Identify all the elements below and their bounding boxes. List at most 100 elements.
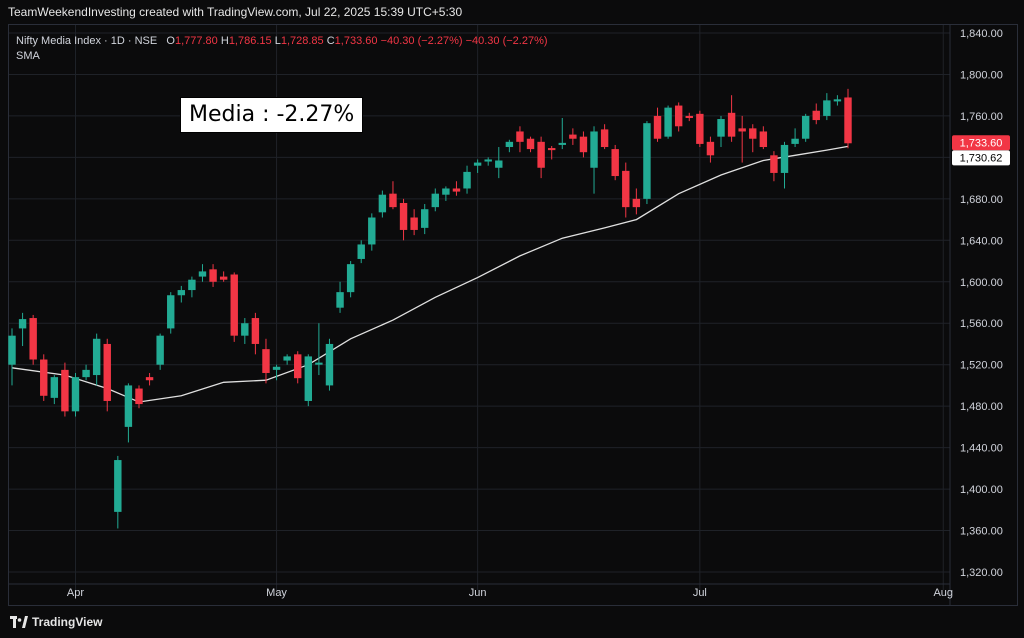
- candle: [801, 113, 810, 142]
- candle: [8, 328, 16, 386]
- candle-body: [526, 138, 535, 150]
- candle: [611, 144, 619, 181]
- candles-layer: [8, 88, 852, 529]
- candle-body: [71, 377, 80, 412]
- indicator-row[interactable]: SMA: [16, 49, 548, 64]
- candle-body: [516, 131, 524, 142]
- candle-body: [145, 377, 154, 381]
- candle: [622, 162, 630, 218]
- candle: [431, 188, 439, 212]
- candle: [71, 372, 80, 417]
- candle: [473, 159, 482, 173]
- candle: [114, 455, 122, 529]
- candle-body: [674, 105, 683, 127]
- candle-body: [770, 155, 778, 173]
- candle-body: [188, 279, 196, 291]
- candle-body: [272, 366, 281, 370]
- change-value: −40.30 (−2.27%): [380, 35, 463, 47]
- candle: [262, 338, 270, 384]
- candle-body: [262, 349, 270, 373]
- candle-body: [241, 323, 249, 336]
- price-axis: 1,320.00 1,360.00 1,400.00 1,440.00 1,480.00…: [960, 28, 1003, 579]
- candle: [167, 292, 175, 334]
- candle-body: [780, 144, 789, 173]
- candle-body: [473, 162, 482, 166]
- candle: [40, 354, 48, 401]
- candle-body: [844, 97, 852, 144]
- candle-body: [812, 110, 820, 121]
- candle: [833, 95, 842, 106]
- ohlc-row: Nifty Media Index · 1D · NSE O1,777.80 H…: [16, 34, 548, 49]
- candle-body: [410, 217, 418, 230]
- candle-body: [590, 131, 598, 168]
- candle: [844, 88, 852, 149]
- candle: [812, 103, 820, 125]
- candle: [92, 333, 101, 386]
- candle: [283, 354, 291, 365]
- candle-body: [600, 129, 609, 148]
- candle-body: [579, 136, 588, 153]
- candle-body: [547, 148, 556, 151]
- candle-body: [653, 115, 662, 139]
- candle-body: [304, 356, 313, 401]
- candle-body: [727, 112, 736, 137]
- candle-body: [505, 141, 514, 148]
- tradingview-logo-icon: [10, 616, 28, 628]
- candle: [685, 112, 693, 122]
- candle-body: [378, 194, 387, 213]
- candle-body: [569, 134, 577, 139]
- candle: [82, 364, 90, 381]
- sma-indicator-label[interactable]: SMA: [16, 50, 40, 62]
- y-tick-label: 1,600.00: [960, 277, 1003, 289]
- candle-body: [325, 343, 334, 386]
- candle: [674, 102, 683, 132]
- y-tick-label: 1,680.00: [960, 194, 1003, 206]
- y-tick-label: 1,560.00: [960, 318, 1003, 330]
- candle-body: [738, 128, 746, 132]
- candle-body: [389, 193, 397, 208]
- candle: [727, 95, 736, 142]
- candle-body: [167, 295, 175, 329]
- candle: [145, 372, 154, 386]
- candle: [294, 351, 302, 384]
- y-tick-label: 1,840.00: [960, 28, 1003, 40]
- legend: Nifty Media Index · 1D · NSE O1,777.80 H…: [16, 34, 548, 64]
- candle-body: [759, 131, 768, 148]
- candle-body: [421, 209, 429, 228]
- y-tick-label: 1,640.00: [960, 235, 1003, 247]
- candle: [759, 126, 768, 150]
- candle: [780, 141, 789, 189]
- candle: [717, 115, 725, 148]
- annotation-text-box[interactable]: Media : -2.27%: [180, 97, 364, 133]
- candle: [399, 198, 408, 241]
- price-badges: 1,733.60 1,730.62: [952, 135, 1010, 166]
- candle-body: [495, 160, 503, 168]
- candle: [156, 333, 164, 370]
- candle: [558, 117, 566, 150]
- candle-body: [209, 269, 217, 282]
- candle-body: [283, 356, 291, 361]
- candle: [357, 240, 365, 264]
- candle: [664, 105, 672, 139]
- candle-body: [484, 159, 492, 162]
- x-tick-label: Aug: [933, 587, 953, 599]
- last-price-badge: [952, 135, 1010, 151]
- candle: [378, 190, 387, 218]
- candle: [410, 209, 418, 236]
- candle: [198, 264, 207, 282]
- candle: [791, 128, 799, 148]
- candle: [50, 375, 59, 405]
- x-tick-label: Apr: [67, 587, 84, 599]
- candle: [749, 124, 757, 153]
- candle: [219, 271, 228, 282]
- candle-body: [156, 335, 164, 365]
- candle: [770, 151, 778, 182]
- candle-body: [114, 460, 122, 512]
- candle: [569, 128, 577, 145]
- candle: [579, 131, 588, 158]
- candle: [346, 261, 355, 298]
- y-tick-label: 1,760.00: [960, 111, 1003, 123]
- candle: [325, 338, 334, 391]
- symbol-label[interactable]: Nifty Media Index · 1D · NSE: [16, 35, 158, 47]
